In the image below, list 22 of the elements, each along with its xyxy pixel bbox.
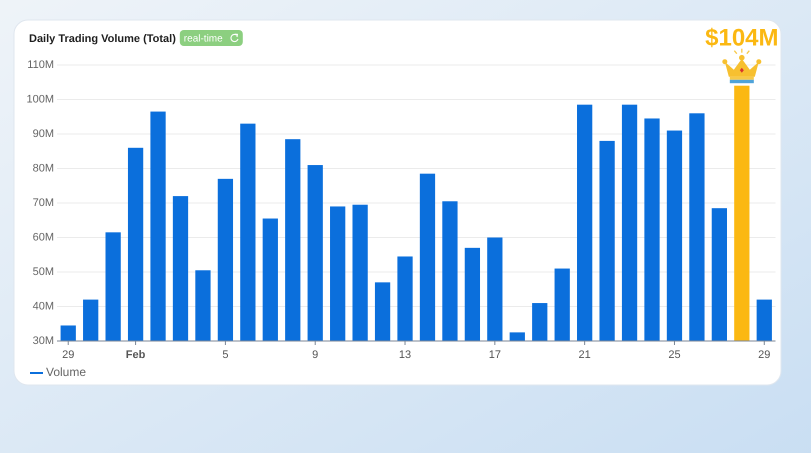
y-tick-label: 30M (32, 334, 54, 347)
x-tick-label: 5 (222, 349, 228, 361)
x-tick-label: 29 (758, 349, 770, 361)
x-tick-label: 13 (398, 349, 412, 361)
chart-title: Daily Trading Volume (Total) (29, 33, 176, 45)
x-tick-label: 9 (312, 349, 318, 361)
x-tick-label: 17 (488, 349, 501, 361)
x-tick-label: 21 (578, 349, 591, 361)
y-tick-label: 40M (32, 300, 54, 312)
data-label: $104M (705, 24, 779, 52)
y-tick-label: 90M (32, 128, 54, 140)
chart-subtitle: real-time (184, 34, 224, 44)
y-tick-label: 100M (26, 93, 54, 106)
x-tick-label: Feb (126, 349, 146, 361)
y-tick-label: 60M (32, 231, 54, 244)
y-tick-label: 110M (27, 58, 54, 71)
y-tick-label: 80M (32, 162, 54, 174)
y-tick-label: 70M (32, 196, 54, 209)
x-tick-label: 29 (62, 349, 74, 361)
y-tick-label: 50M (32, 266, 54, 278)
x-tick-label: 25 (668, 349, 681, 361)
legend-label: Volume (46, 365, 86, 380)
